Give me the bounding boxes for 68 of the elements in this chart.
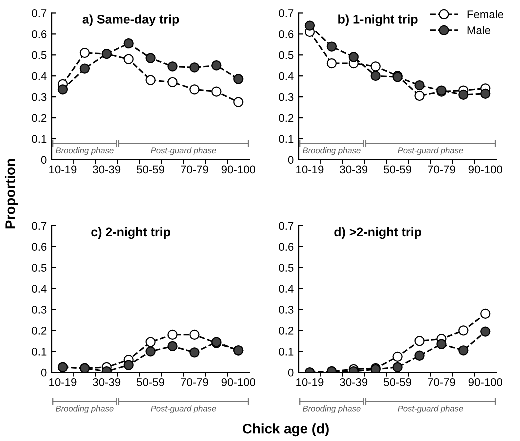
x-tick-label: 90-100 — [222, 166, 256, 174]
x-tick-label: 30-39 — [93, 166, 121, 174]
y-tick-label: 0 — [41, 368, 47, 377]
text: Brooding phase — [56, 406, 114, 414]
y-tick-label: 0.2 — [279, 114, 294, 122]
x-tick-label: 10-19 — [296, 378, 324, 386]
text: Post-guard phase — [151, 406, 216, 414]
y-tick-label: 0 — [288, 156, 294, 164]
y-tick-label: 0.5 — [32, 51, 47, 60]
chart-title: b) 1-night trip — [338, 14, 418, 26]
x-tick-label: 10-19 — [50, 378, 77, 386]
x-tick-label: 50-59 — [137, 378, 164, 386]
y-tick-label: 0.3 — [32, 306, 47, 314]
x-tick-label: 90-100 — [468, 378, 502, 386]
y-axis-title: Proportion — [5, 159, 18, 229]
y-tick-label: 0.1 — [32, 348, 47, 356]
y-tick-label: 0.7 — [279, 9, 294, 18]
text: Post-guard phase — [398, 406, 464, 414]
y-tick-label: 0.7 — [279, 222, 294, 230]
chart-title: c) 2-night trip — [92, 227, 170, 240]
y-tick-label: 0.4 — [279, 285, 294, 293]
x-tick-label: 70-79 — [181, 378, 208, 386]
legend-label: Male — [468, 26, 491, 34]
text: Brooding phase — [303, 406, 361, 414]
y-tick-label: 0.4 — [279, 72, 294, 80]
annotation: Brooding phase — [56, 147, 114, 156]
y-tick-label: 0.4 — [32, 285, 47, 293]
annotation: Brooding phase — [303, 147, 361, 156]
x-tick-label: 70-79 — [181, 166, 208, 174]
x-tick-label: 30-39 — [340, 378, 368, 386]
y-tick-label: 0.2 — [32, 114, 47, 122]
x-tick-label: 90-100 — [468, 166, 502, 174]
annotation: Post-guard phase — [151, 147, 216, 156]
y-tick-label: 0.3 — [32, 93, 47, 102]
x-tick-label: 30-39 — [340, 166, 368, 174]
y-tick-label: 0.6 — [279, 243, 294, 252]
y-tick-label: 0.5 — [279, 51, 294, 60]
x-tick-label: 50-59 — [384, 166, 412, 174]
y-tick-label: 0.1 — [279, 135, 294, 144]
y-tick-label: 0.1 — [279, 348, 294, 356]
x-tick-label: 50-59 — [384, 378, 412, 386]
legend-label: Female — [468, 10, 504, 18]
annotation: Post-guard phase — [398, 147, 464, 156]
y-tick-label: 0 — [41, 156, 47, 164]
y-tick-label: 0.5 — [279, 264, 294, 272]
x-tick-label: 10-19 — [296, 166, 324, 174]
x-tick-label: 50-59 — [137, 166, 164, 174]
chart-title: a) Same-day trip — [82, 14, 180, 26]
y-tick-label: 0.1 — [32, 135, 47, 144]
y-tick-label: 0.7 — [32, 9, 47, 18]
y-tick-label: 0.6 — [279, 30, 294, 38]
chart-title: d) >2-night trip — [334, 227, 422, 240]
y-tick-label: 0.2 — [32, 327, 47, 335]
y-tick-label: 0.6 — [32, 243, 47, 252]
y-tick-label: 0.3 — [279, 306, 294, 314]
x-tick-label: 70-79 — [428, 378, 456, 386]
x-tick-label: 10-19 — [50, 166, 77, 174]
y-tick-label: 0.5 — [32, 264, 47, 272]
x-tick-label: 70-79 — [428, 166, 456, 174]
y-tick-label: 0.4 — [32, 72, 47, 80]
y-tick-label: 0.3 — [279, 93, 294, 102]
x-tick-label: 90-100 — [222, 378, 256, 386]
y-tick-label: 0.7 — [32, 222, 47, 230]
y-tick-label: 0.2 — [279, 327, 294, 335]
y-tick-label: 0 — [288, 368, 294, 377]
x-axis-title: Chick age (d) — [242, 424, 329, 437]
x-tick-label: 30-39 — [93, 378, 121, 386]
y-tick-label: 0.6 — [32, 30, 47, 38]
